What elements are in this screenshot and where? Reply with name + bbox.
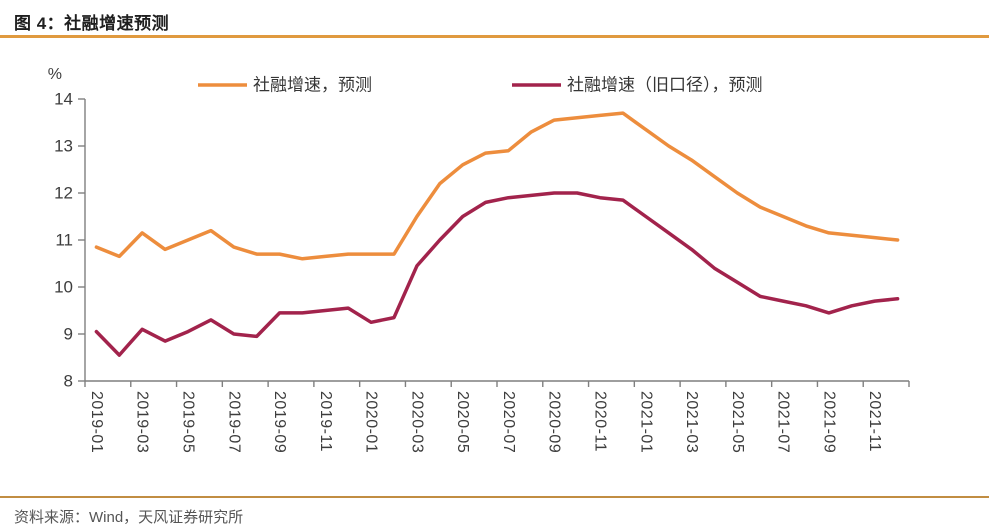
x-tick-label: 2020-09: [546, 391, 563, 453]
legend-label-0: 社融增速，预测: [253, 76, 372, 95]
x-tick-label: 2021-11: [866, 391, 883, 452]
x-tick-label: 2021-09: [820, 391, 837, 453]
title-underline: [0, 35, 989, 38]
x-tick-label: 2021-01: [637, 391, 654, 453]
y-axis-unit-label: %: [48, 66, 62, 83]
x-tick-label: 2019-11: [317, 391, 334, 452]
y-tick-label: 11: [55, 231, 73, 250]
footer-rule: [0, 496, 989, 498]
series-line-1: [94, 191, 900, 357]
x-tick-label: 2021-05: [729, 391, 746, 453]
x-tick-label: 2020-07: [500, 391, 517, 453]
x-tick-label: 2019-05: [180, 391, 197, 453]
chart-title: 图 4：社融增速预测: [14, 14, 170, 33]
x-tick-label: 2019-07: [225, 391, 242, 453]
series-line-0: [94, 111, 900, 261]
y-tick-label: 13: [54, 137, 73, 156]
x-tick-label: 2019-01: [88, 391, 105, 453]
x-tick-label: 2021-07: [775, 391, 792, 453]
y-tick-label: 14: [54, 90, 73, 109]
x-tick-label: 2019-09: [271, 391, 288, 453]
x-tick-label: 2021-03: [683, 391, 700, 453]
x-tick-label: 2019-03: [134, 391, 151, 453]
y-tick-label: 8: [64, 372, 73, 391]
legend-label-1: 社融增速（旧口径），预测: [567, 76, 763, 95]
source-text: 资料来源：Wind，天风证券研究所: [14, 509, 244, 526]
x-tick-label: 2020-01: [363, 391, 380, 453]
y-tick-label: 10: [54, 278, 73, 297]
x-tick-label: 2020-03: [408, 391, 425, 453]
y-tick-label: 12: [54, 184, 73, 203]
y-tick-label: 9: [64, 325, 73, 344]
x-tick-label: 2020-05: [454, 391, 471, 453]
x-tick-label: 2020-11: [592, 391, 609, 452]
